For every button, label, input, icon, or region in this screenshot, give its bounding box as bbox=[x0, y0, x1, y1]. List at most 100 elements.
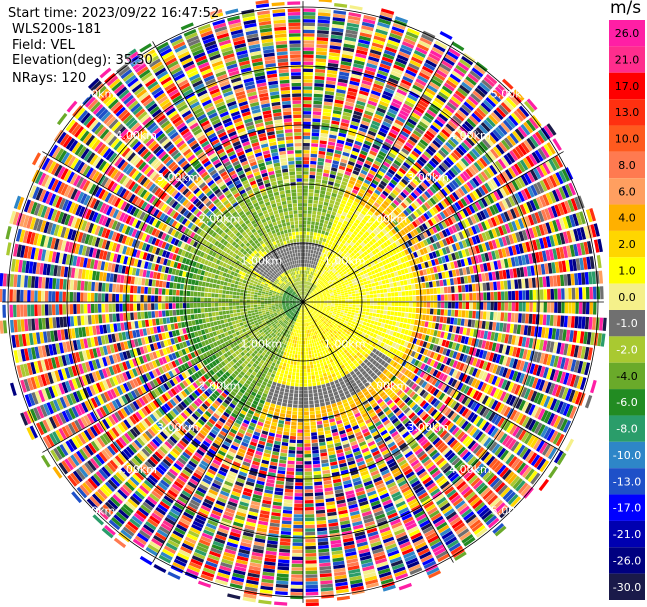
velocity-gate bbox=[406, 66, 419, 74]
velocity-gate bbox=[318, 154, 325, 159]
velocity-gate bbox=[304, 291, 306, 296]
velocity-gate bbox=[361, 25, 374, 32]
velocity-gate bbox=[346, 134, 355, 140]
velocity-gate bbox=[540, 145, 550, 159]
velocity-gate bbox=[491, 375, 498, 386]
velocity-gate bbox=[395, 350, 401, 356]
velocity-gate bbox=[556, 275, 561, 287]
velocity-gate bbox=[471, 522, 484, 533]
velocity-gate bbox=[360, 150, 368, 156]
velocity-gate bbox=[540, 263, 546, 275]
velocity-gate bbox=[343, 236, 349, 242]
velocity-gate bbox=[501, 248, 507, 258]
velocity-gate bbox=[364, 326, 369, 331]
velocity-gate bbox=[381, 375, 387, 382]
velocity-gate bbox=[450, 494, 461, 504]
velocity-gate bbox=[575, 212, 583, 226]
velocity-gate bbox=[323, 361, 328, 366]
velocity-gate bbox=[369, 290, 374, 295]
velocity-gate bbox=[303, 393, 308, 398]
velocity-gate bbox=[320, 282, 324, 286]
velocity-gate bbox=[334, 102, 344, 108]
velocity-gate bbox=[361, 370, 367, 376]
velocity-gate bbox=[330, 297, 335, 299]
velocity-gate bbox=[305, 245, 309, 250]
velocity-gate bbox=[483, 512, 495, 523]
velocity-gate bbox=[429, 142, 439, 151]
velocity-gate bbox=[414, 161, 423, 170]
velocity-gate bbox=[599, 317, 604, 331]
velocity-gate bbox=[322, 322, 326, 326]
velocity-gate bbox=[405, 172, 413, 180]
velocity-gate bbox=[341, 275, 346, 279]
velocity-gate bbox=[320, 252, 325, 257]
velocity-gate bbox=[385, 279, 390, 284]
velocity-gate bbox=[315, 378, 320, 383]
velocity-gate bbox=[549, 314, 554, 326]
velocity-gate bbox=[486, 262, 492, 271]
velocity-gate bbox=[371, 316, 376, 321]
velocity-gate bbox=[395, 216, 402, 224]
velocity-gate bbox=[546, 428, 556, 442]
velocity-gate bbox=[319, 569, 332, 574]
velocity-gate bbox=[415, 187, 423, 195]
velocity-gate bbox=[532, 302, 537, 313]
velocity-gate bbox=[532, 351, 539, 363]
velocity-gate bbox=[350, 314, 355, 318]
velocity-gate bbox=[587, 347, 593, 361]
velocity-gate bbox=[343, 43, 355, 49]
velocity-gate bbox=[552, 248, 558, 260]
velocity-gate bbox=[455, 293, 459, 301]
velocity-gate bbox=[457, 221, 464, 230]
velocity-gate bbox=[415, 433, 424, 442]
velocity-gate bbox=[340, 252, 346, 257]
velocity-gate bbox=[490, 331, 496, 341]
velocity-gate bbox=[319, 445, 327, 450]
velocity-gate bbox=[329, 317, 334, 321]
velocity-gate bbox=[303, 153, 310, 157]
velocity-gate bbox=[323, 105, 333, 110]
velocity-gate bbox=[303, 61, 314, 66]
velocity-gate bbox=[390, 29, 404, 37]
velocity-gate bbox=[533, 456, 544, 469]
velocity-gate bbox=[442, 56, 455, 67]
velocity-gate bbox=[516, 324, 521, 335]
velocity-gate bbox=[512, 477, 523, 490]
velocity-gate bbox=[412, 483, 423, 491]
velocity-gate bbox=[465, 491, 476, 502]
velocity-gate bbox=[376, 340, 382, 346]
velocity-gate bbox=[564, 438, 575, 452]
velocity-gate bbox=[337, 293, 342, 297]
velocity-gate bbox=[318, 285, 322, 289]
velocity-gate bbox=[357, 260, 362, 265]
velocity-gate bbox=[384, 302, 388, 306]
velocity-gate bbox=[458, 464, 469, 474]
velocity-gate bbox=[532, 438, 542, 451]
velocity-gate bbox=[308, 333, 311, 337]
velocity-gate bbox=[315, 265, 319, 270]
velocity-gate bbox=[456, 109, 467, 119]
velocity-gate bbox=[306, 303, 310, 305]
velocity-gate bbox=[433, 472, 444, 481]
velocity-gate bbox=[471, 319, 476, 328]
velocity-gate bbox=[415, 46, 428, 55]
velocity-gate bbox=[483, 302, 487, 310]
velocity-gate bbox=[347, 15, 361, 21]
velocity-gate bbox=[352, 296, 356, 299]
velocity-gate bbox=[404, 285, 409, 291]
velocity-gate bbox=[430, 295, 434, 301]
velocity-gate bbox=[544, 327, 550, 339]
velocity-gate bbox=[500, 156, 510, 168]
velocity-gate bbox=[490, 148, 500, 159]
velocity-gate bbox=[470, 274, 476, 283]
velocity-gate bbox=[344, 308, 349, 312]
velocity-gate bbox=[400, 285, 405, 291]
velocity-gate bbox=[341, 295, 345, 298]
velocity-gate bbox=[308, 295, 312, 299]
velocity-gate bbox=[378, 66, 390, 74]
velocity-gate bbox=[357, 365, 363, 371]
velocity-gate bbox=[474, 501, 486, 512]
velocity-gate bbox=[324, 319, 328, 323]
velocity-gate bbox=[496, 312, 501, 321]
velocity-gate bbox=[331, 163, 339, 169]
